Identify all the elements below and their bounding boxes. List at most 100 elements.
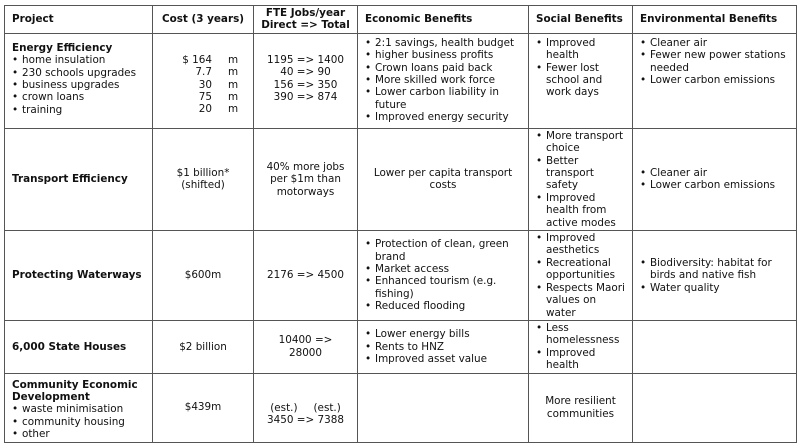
value-part: 30 xyxy=(198,78,212,91)
bullet-list: Protection of clean, green brandMarket a… xyxy=(365,238,521,313)
value-part: m xyxy=(227,91,239,104)
social-cell: Less homelessnessImproved health xyxy=(528,319,633,374)
economic-cell: Lower per capita transport costs xyxy=(357,127,529,232)
bullet-list: Lower energy billsRents to HNZImproved a… xyxy=(365,328,521,366)
project-cell: Energy Efficiencyhome insulation230 scho… xyxy=(4,32,153,129)
social-cell: More resilient communities xyxy=(528,372,633,443)
bullet-item: Biodiversity: habitat for birds and nati… xyxy=(640,257,789,282)
value-line: 156 => 350 xyxy=(273,78,338,91)
bullet-item: Lower carbon emissions xyxy=(640,74,789,87)
bullet-item: Improved asset value xyxy=(365,353,521,366)
project-title: 6,000 State Houses xyxy=(12,340,127,353)
table-row: Transport Efficiency $1 billion* (shifted)… xyxy=(4,127,797,232)
bullet-list: Improved aestheticsRecreational opportun… xyxy=(536,232,625,319)
value-line: 3450 => 7388 xyxy=(267,414,344,427)
value-line: 1195 => 1400 xyxy=(267,53,344,66)
cell-text: $600m xyxy=(184,269,222,282)
cell-text: More resilient communities xyxy=(545,395,616,420)
table-body: Energy Efficiencyhome insulation230 scho… xyxy=(4,32,797,443)
bullet-item: Cleaner air xyxy=(640,37,789,50)
bullet-list: Improved healthFewer lost school and wor… xyxy=(536,37,625,99)
bullet-list: Cleaner airFewer new power stations need… xyxy=(640,37,789,87)
bullet-list: Biodiversity: habitat for birds and nati… xyxy=(640,257,789,295)
social-cell: Improved healthFewer lost school and wor… xyxy=(528,32,633,129)
bullet-item: Protection of clean, green brand xyxy=(365,238,521,263)
bullet-item: Improved health xyxy=(536,37,625,62)
bullet-item: Water quality xyxy=(640,282,789,295)
column-header: Economic Benefits xyxy=(357,5,529,34)
bullet-item: Reduced flooding xyxy=(365,300,521,313)
social-cell: Improved aestheticsRecreational opportun… xyxy=(528,230,633,321)
social-cell: More transport choiceBetter transport sa… xyxy=(528,127,633,232)
bullet-list: waste minimisationcommunity housingother xyxy=(12,403,145,441)
value-part: m xyxy=(227,66,239,79)
project-title: Protecting Waterways xyxy=(12,269,142,282)
bullet-item: Cleaner air xyxy=(640,167,789,180)
cell-text: 2176 => 4500 xyxy=(267,269,344,282)
project-cell: Community Economic Developmentwaste mini… xyxy=(4,372,153,443)
value-part: 7.7 xyxy=(195,66,212,79)
bullet-item: Enhanced tourism (e.g. fishing) xyxy=(365,275,521,300)
value-part: (est.) xyxy=(270,401,298,414)
jobs-cell: (est.) (est.) 3450 => 7388 xyxy=(253,372,358,443)
cell-text: $439m xyxy=(184,401,222,414)
bullet-item: Less homelessness xyxy=(536,322,625,347)
header-line: Direct => Total xyxy=(261,19,350,32)
bullet-item: Fewer lost school and work days xyxy=(536,62,625,99)
value-line: 20 m xyxy=(160,103,246,115)
economic-cell: Lower energy billsRents to HNZImproved a… xyxy=(357,319,529,374)
bullet-item: More skilled work force xyxy=(365,74,521,87)
value-part: m xyxy=(227,103,239,116)
column-header: Project xyxy=(4,5,153,34)
bullet-item: Fewer new power stations needed xyxy=(640,49,789,74)
value-part: (est.) xyxy=(313,401,341,414)
bullet-list: 2:1 savings, health budgethigher busines… xyxy=(365,37,521,124)
cost-cell: $439m xyxy=(152,372,254,443)
bullet-item: Recreational opportunities xyxy=(536,257,625,282)
value-line: 390 => 874 xyxy=(273,91,338,104)
table-row: Community Economic Developmentwaste mini… xyxy=(4,372,797,443)
bullet-item: Rents to HNZ xyxy=(365,341,521,354)
bullet-item: higher business profits xyxy=(365,49,521,62)
bullet-item: Improved health from active modes xyxy=(536,192,625,229)
bullet-item: community housing xyxy=(12,416,145,429)
cell-text: Lower per capita transport costs xyxy=(373,167,513,192)
bullet-item: other xyxy=(12,428,145,441)
cost-cell: $1 billion* (shifted) xyxy=(152,127,254,232)
benefits-table: Project Cost (3 years) FTE Jobs/year Direct… xyxy=(4,5,797,443)
bullet-item: 2:1 savings, health budget xyxy=(365,37,521,50)
economic-cell: Protection of clean, green brandMarket a… xyxy=(357,230,529,321)
bullet-list: More transport choiceBetter transport sa… xyxy=(536,130,625,229)
bullet-list: Cleaner airLower carbon emissions xyxy=(640,167,789,192)
project-title: Transport Efficiency xyxy=(12,173,128,186)
table-row: Energy Efficiencyhome insulation230 scho… xyxy=(4,32,797,129)
environmental-cell: Biodiversity: habitat for birds and nati… xyxy=(632,230,797,321)
value-part: m xyxy=(227,53,239,66)
value-line: (shifted) xyxy=(181,179,225,192)
value-part: m xyxy=(227,78,239,91)
bullet-item: waste minimisation xyxy=(12,403,145,416)
value-line: 75 m xyxy=(160,91,246,103)
column-header: Social Benefits xyxy=(528,5,633,34)
header-row: Project Cost (3 years) FTE Jobs/year Direct… xyxy=(4,5,797,34)
project-cell: 6,000 State Houses xyxy=(4,319,153,374)
cell-text: 40% more jobs per $1m than motorways xyxy=(266,160,345,198)
table-row: Protecting Waterways $600m 2176 => 4500 Pro… xyxy=(4,230,797,321)
bullet-item: Respects Maori values on water xyxy=(536,282,625,319)
environmental-cell: Cleaner airFewer new power stations need… xyxy=(632,32,797,129)
cell-text: 10400 => 28000 xyxy=(278,334,333,359)
bullet-item: Crown loans paid back xyxy=(365,62,521,75)
column-header: FTE Jobs/year Direct => Total xyxy=(253,5,358,34)
bullet-item: 230 schools upgrades xyxy=(12,67,145,80)
bullet-item: Improved aesthetics xyxy=(536,232,625,257)
value-line: $1 billion* xyxy=(176,167,230,180)
bullet-item: Lower carbon emissions xyxy=(640,179,789,192)
cost-cell: $ 164 m 7.7 m 30 m 75 m 20 m xyxy=(152,32,254,129)
bullet-item: Market access xyxy=(365,263,521,276)
value-line: 40 => 90 xyxy=(280,66,331,79)
bullet-item: Lower energy bills xyxy=(365,328,521,341)
bullet-item: More transport choice xyxy=(536,130,625,155)
bullet-item: crown loans xyxy=(12,91,145,104)
project-title: Energy Efficiency xyxy=(12,41,113,54)
table-row: 6,000 State Houses $2 billion 10400 => 280… xyxy=(4,319,797,374)
